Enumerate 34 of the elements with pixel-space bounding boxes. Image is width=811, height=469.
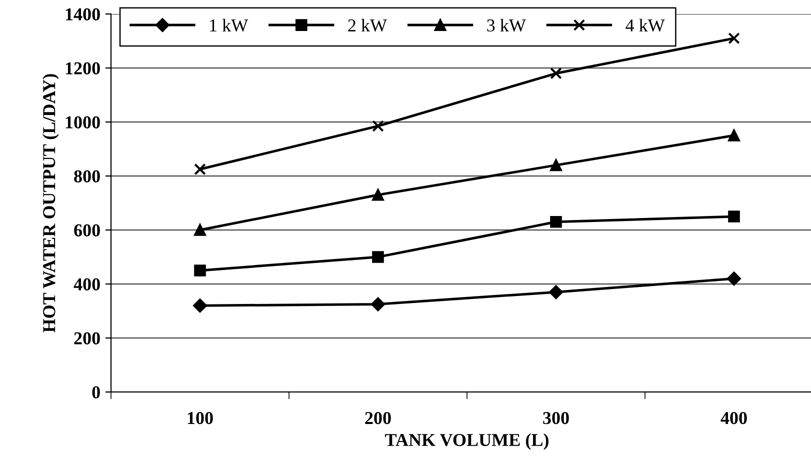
y-tick-label: 1400 (66, 8, 100, 20)
point (550, 159, 562, 172)
y-tick-label: 0 (92, 386, 100, 398)
point (550, 216, 562, 228)
x-tick-label: 300 (543, 412, 569, 424)
point (727, 272, 741, 286)
point (194, 264, 206, 276)
legend-label: 2 kW (348, 18, 387, 32)
point (194, 163, 206, 176)
point (194, 224, 206, 236)
point (550, 67, 562, 80)
point (372, 188, 384, 201)
y-tick-label: 1000 (66, 116, 100, 128)
point (372, 120, 384, 132)
point (372, 251, 384, 263)
y-tick-label: 800 (74, 170, 100, 182)
y-tick-label: 200 (74, 332, 100, 344)
point (193, 298, 207, 313)
legend-label: 4 kW (626, 18, 665, 32)
x-tick-label: 200 (365, 412, 391, 424)
x-tick-label: 400 (720, 412, 747, 424)
point (728, 130, 740, 142)
legend-label: 1 kW (210, 18, 248, 32)
y-tick-label: 1200 (66, 62, 100, 74)
point (728, 32, 740, 44)
point (549, 285, 563, 300)
point (371, 297, 385, 312)
legend-label: 3 kW (487, 18, 526, 32)
y-tick-label: 600 (74, 224, 100, 236)
y-axis-title: HOT WATER OUTPUT (L/DAY) (42, 74, 59, 332)
point (728, 210, 740, 222)
x-tick-label: 100 (188, 412, 213, 424)
y-tick-label: 400 (74, 278, 100, 290)
x-axis-title: TANK VOLUME (L) (385, 433, 548, 450)
